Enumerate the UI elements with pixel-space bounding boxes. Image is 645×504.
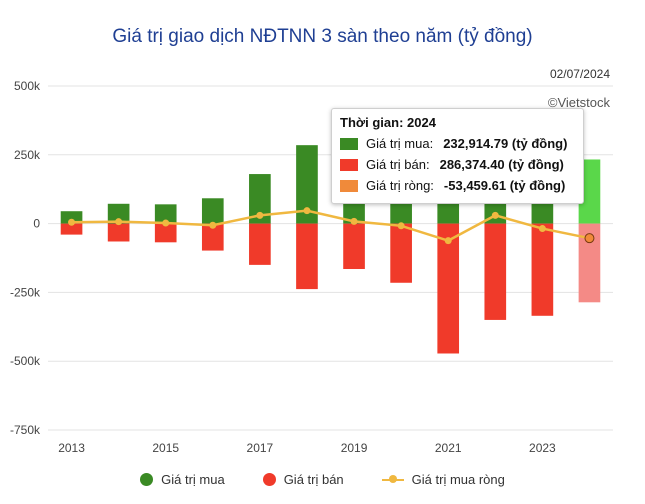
- net-point[interactable]: [491, 211, 499, 219]
- tooltip-label-sell: Giá trị bán:: [366, 157, 430, 172]
- bar-sell[interactable]: [578, 223, 601, 303]
- bar-buy[interactable]: [107, 203, 130, 224]
- bar-sell[interactable]: [201, 223, 224, 251]
- x-tick-label: 2019: [341, 441, 368, 455]
- tooltip-label-net: Giá trị ròng:: [366, 178, 434, 193]
- net-point[interactable]: [115, 218, 123, 226]
- bar-buy[interactable]: [201, 198, 224, 224]
- tooltip-row-sell: Giá trị bán: 286,374.40 (tỷ đồng): [340, 157, 575, 172]
- legend-marker-sell: [262, 473, 276, 486]
- chart-title: Giá trị giao dịch NĐTNN 3 sàn theo năm (…: [112, 26, 533, 47]
- legend-marker-buy: [140, 473, 154, 486]
- bar-sell[interactable]: [484, 223, 507, 320]
- tooltip-row-net: Giá trị ròng: -53,459.61 (tỷ đồng): [340, 178, 575, 193]
- bar-buy[interactable]: [578, 159, 601, 224]
- bar-buy[interactable]: [154, 204, 177, 224]
- legend-label-buy: Giá trị mua: [161, 472, 225, 487]
- tooltip-row-buy: Giá trị mua: 232,914.79 (tỷ đồng): [340, 136, 575, 151]
- legend: Giá trị mua Giá trị bán Giá trị mua ròng: [0, 472, 645, 487]
- net-point[interactable]: [584, 233, 595, 244]
- y-axis-ticks: 500k 250k 0 -250k -500k -750k: [10, 79, 41, 437]
- bar-sell[interactable]: [390, 223, 412, 283]
- net-point[interactable]: [397, 222, 405, 230]
- tooltip: Thời gian: 2024 Giá trị mua: 232,914.79 …: [331, 108, 584, 204]
- tooltip-value-sell: 286,374.40 (tỷ đồng): [439, 157, 564, 172]
- y-tick-label: 0: [33, 217, 40, 231]
- legend-item-buy[interactable]: Giá trị mua: [140, 472, 225, 487]
- legend-item-net[interactable]: Giá trị mua ròng: [381, 472, 505, 487]
- y-tick-label: -250k: [10, 285, 41, 299]
- net-line: [68, 207, 595, 245]
- x-axis-ticks: 2013 2015 2017 2019 2021 2023: [58, 441, 556, 455]
- net-point[interactable]: [68, 218, 76, 226]
- net-point[interactable]: [538, 225, 546, 233]
- bar-sell[interactable]: [531, 223, 554, 316]
- chart-date: 02/07/2024: [549, 67, 610, 81]
- bar-sell[interactable]: [343, 223, 365, 270]
- tooltip-swatch-net: [340, 179, 358, 192]
- x-tick-label: 2023: [529, 441, 556, 455]
- net-point[interactable]: [256, 211, 264, 219]
- net-point[interactable]: [209, 221, 217, 229]
- x-tick-label: 2015: [152, 441, 179, 455]
- legend-item-sell[interactable]: Giá trị bán: [262, 472, 344, 487]
- bar-buy[interactable]: [249, 174, 271, 224]
- bar-sell[interactable]: [107, 223, 130, 242]
- legend-label-net: Giá trị mua ròng: [411, 472, 505, 487]
- tooltip-value-net: -53,459.61 (tỷ đồng): [443, 178, 566, 193]
- net-line-path: [71, 209, 590, 243]
- bar-buy[interactable]: [296, 145, 318, 224]
- y-tick-label: 500k: [14, 79, 41, 93]
- source-credit: ©Vietstock: [547, 95, 610, 110]
- net-point[interactable]: [444, 237, 452, 245]
- grid-lines: [48, 85, 613, 431]
- y-tick-label: -500k: [10, 354, 41, 368]
- bar-buy[interactable]: [60, 211, 83, 224]
- net-point[interactable]: [303, 207, 311, 215]
- y-tick-label: 250k: [14, 148, 41, 162]
- tooltip-title: Thời gian: 2024: [340, 115, 436, 130]
- net-point[interactable]: [350, 217, 358, 225]
- tooltip-label-buy: Giá trị mua:: [366, 136, 434, 151]
- bar-sell[interactable]: [249, 223, 271, 265]
- bar-sell[interactable]: [437, 223, 460, 354]
- legend-label-sell: Giá trị bán: [283, 472, 344, 487]
- x-tick-label: 2013: [58, 441, 85, 455]
- legend-marker-net: [381, 473, 404, 486]
- x-tick-label: 2017: [247, 441, 274, 455]
- tooltip-value-buy: 232,914.79 (tỷ đồng): [443, 136, 568, 151]
- y-tick-label: -750k: [10, 423, 41, 437]
- net-point[interactable]: [162, 219, 170, 227]
- tooltip-swatch-sell: [340, 158, 358, 171]
- x-tick-label: 2021: [435, 441, 462, 455]
- tooltip-swatch-buy: [340, 137, 358, 150]
- bar-sell[interactable]: [154, 223, 177, 243]
- bar-sell[interactable]: [296, 223, 318, 290]
- bar-sell[interactable]: [60, 223, 83, 235]
